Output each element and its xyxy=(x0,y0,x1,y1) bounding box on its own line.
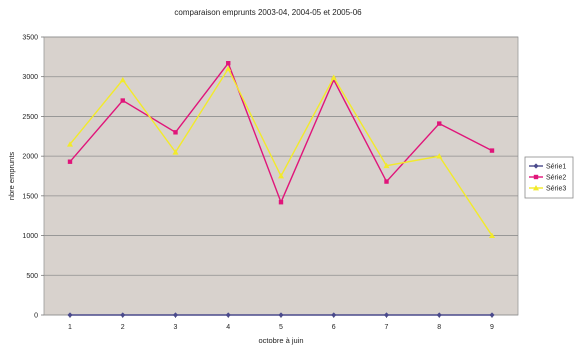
y-tick-label-500: 500 xyxy=(26,273,38,280)
data-point-serie2-4 xyxy=(226,61,231,66)
y-axis-ticks: 0 500 1000 1500 2000 2500 3000 3500 xyxy=(22,35,44,320)
legend-marker-serie2 xyxy=(533,174,539,180)
legend-marker-serie1 xyxy=(533,163,539,169)
x-tick-label-1: 1 xyxy=(68,324,72,331)
chart-title: comparaison emprunts 2003-04, 2004-05 et… xyxy=(174,8,362,17)
x-tick-label-8: 8 xyxy=(437,324,441,331)
y-tick-label-3000: 3000 xyxy=(22,74,38,81)
x-axis-ticks: 1 2 3 4 5 6 7 8 9 xyxy=(68,315,494,331)
x-tick-label-5: 5 xyxy=(279,324,283,331)
data-point-serie2-2 xyxy=(120,98,125,103)
y-tick-label-1500: 1500 xyxy=(22,193,38,200)
data-point-serie1-9 xyxy=(489,312,495,318)
data-point-serie3-9 xyxy=(489,232,495,238)
data-point-serie1-3 xyxy=(172,312,179,318)
y-tick-label-2000: 2000 xyxy=(22,154,38,161)
data-point-serie2-7 xyxy=(384,179,389,184)
data-point-serie1-2 xyxy=(120,312,126,318)
data-point-serie3-6 xyxy=(330,74,337,80)
data-point-serie3-1 xyxy=(67,141,73,147)
data-point-serie3-7 xyxy=(383,162,390,169)
data-point-serie1-4 xyxy=(225,312,231,318)
x-tick-label-3: 3 xyxy=(174,324,178,331)
legend-label-serie2: Série2 xyxy=(546,175,566,182)
data-point-serie3-2 xyxy=(119,76,126,83)
x-tick-label-7: 7 xyxy=(385,324,389,331)
data-point-serie1-7 xyxy=(383,312,390,318)
series-serie3 xyxy=(67,65,495,238)
data-point-serie2-9 xyxy=(489,148,495,153)
y-tick-label-3500: 3500 xyxy=(22,35,38,42)
data-point-serie3-8 xyxy=(436,153,443,159)
legend-label-serie3: Série3 xyxy=(546,186,566,193)
x-axis-label: octobre à juin xyxy=(258,336,303,345)
y-tick-label-0: 0 xyxy=(34,313,38,320)
legend-label-serie1: Série1 xyxy=(546,164,566,171)
data-point-serie1-1 xyxy=(67,312,73,318)
legend-items: Série1 Série2 Série3 xyxy=(529,163,566,193)
series-serie1 xyxy=(67,312,495,318)
data-point-serie3-4 xyxy=(225,65,232,72)
x-tick-label-2: 2 xyxy=(121,324,125,331)
legend: Série1 Série2 Série3 xyxy=(524,156,574,199)
data-point-serie3-5 xyxy=(278,173,284,179)
data-point-serie2-1 xyxy=(67,159,73,164)
series-group xyxy=(67,61,495,318)
data-point-serie2-3 xyxy=(173,130,178,135)
x-tick-label-6: 6 xyxy=(332,324,336,331)
y-axis-label: nbre emprunts xyxy=(7,152,16,201)
data-point-serie1-5 xyxy=(278,312,284,318)
data-point-serie1-8 xyxy=(436,312,442,318)
data-point-serie3-3 xyxy=(172,149,179,155)
x-tick-label-9: 9 xyxy=(490,324,494,331)
data-point-serie2-8 xyxy=(437,121,442,126)
data-point-serie1-6 xyxy=(331,312,337,318)
x-tick-label-4: 4 xyxy=(226,324,230,331)
y-tick-label-1000: 1000 xyxy=(22,233,38,240)
data-point-serie2-5 xyxy=(278,200,284,205)
y-tick-label-2500: 2500 xyxy=(22,114,38,121)
legend-marker-serie3 xyxy=(533,185,539,191)
